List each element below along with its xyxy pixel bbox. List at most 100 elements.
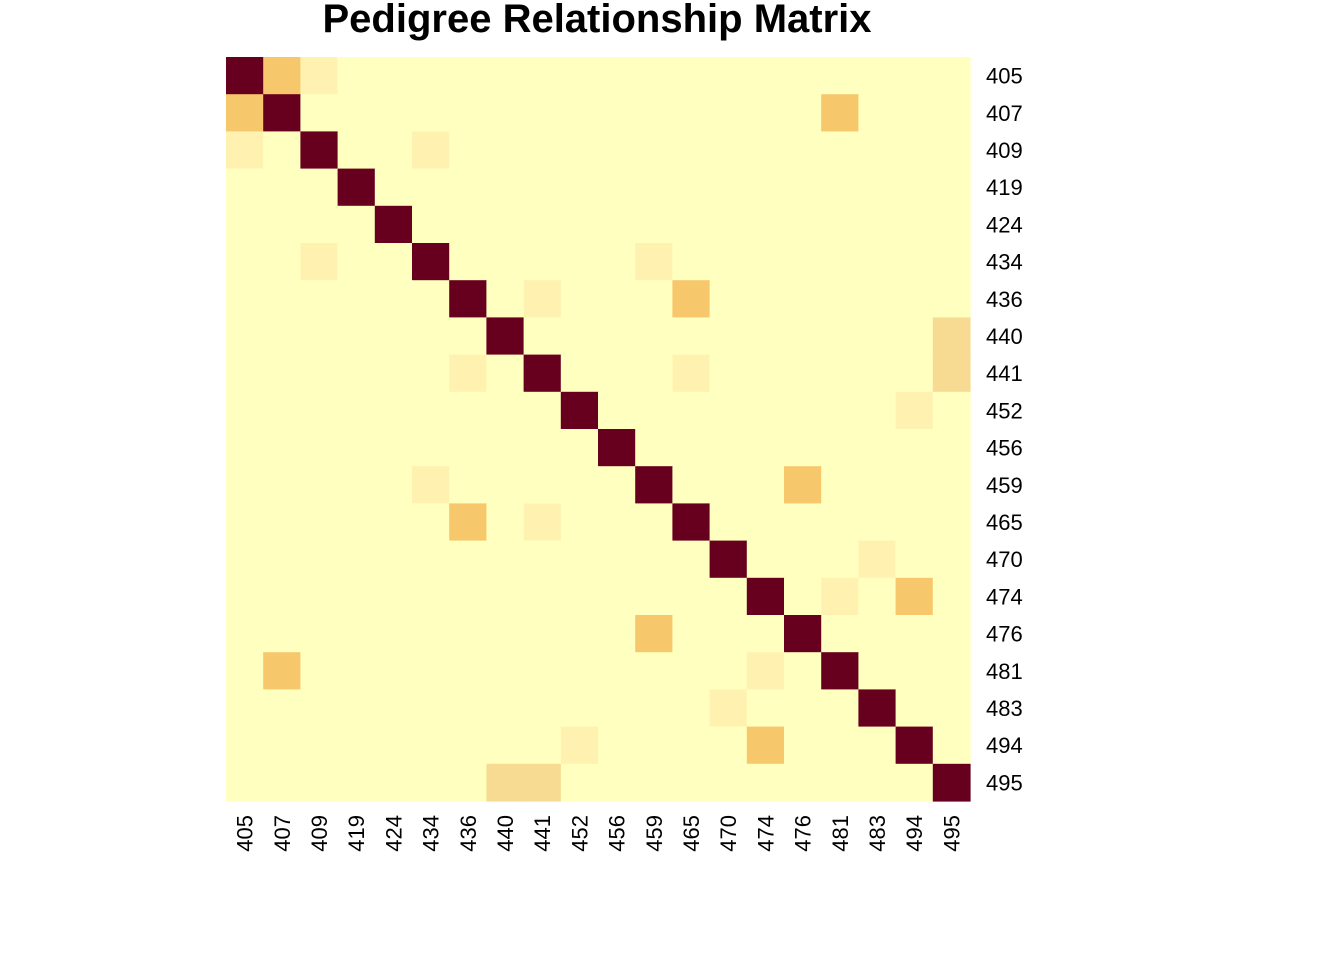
heatmap-cell-494-419 <box>337 726 376 765</box>
heatmap-cell-481-407 <box>263 652 301 690</box>
heatmap-cell-495-474 <box>746 763 785 802</box>
heatmap-cell-440-405 <box>226 317 264 356</box>
heatmap-cell-441-476 <box>784 354 822 393</box>
heatmap-cell-476-436 <box>449 615 487 653</box>
heatmap-cell-494-481 <box>821 726 859 765</box>
heatmap-cell-481-459 <box>635 652 673 690</box>
heatmap-cell-452-436 <box>449 391 487 430</box>
heatmap-cell-405-474 <box>746 57 785 95</box>
heatmap-cell-456-476 <box>784 429 822 467</box>
heatmap-cell-441-456 <box>598 354 636 393</box>
heatmap-cell-483-483 <box>858 689 897 728</box>
heatmap-cell-436-470 <box>709 280 748 318</box>
heatmap-cell-407-419 <box>337 94 376 132</box>
heatmap-cell-483-476 <box>784 689 822 728</box>
heatmap-cell-409-407 <box>263 131 301 170</box>
heatmap-cell-474-494 <box>895 577 934 616</box>
heatmap-cell-494-495 <box>932 726 971 765</box>
heatmap-cell-436-405 <box>226 280 264 318</box>
column-label-456: 456 <box>605 815 630 852</box>
column-label-476: 476 <box>791 815 816 852</box>
heatmap-cell-476-434 <box>412 615 450 653</box>
heatmap-cell-459-405 <box>226 466 264 504</box>
heatmap-cell-419-474 <box>746 168 785 207</box>
heatmap-cell-440-419 <box>337 317 376 356</box>
heatmap-cell-483-474 <box>746 689 785 728</box>
heatmap-cell-441-470 <box>709 354 748 393</box>
heatmap-cell-495-441 <box>523 763 562 802</box>
heatmap-cell-476-494 <box>895 615 934 653</box>
heatmap-cell-419-434 <box>412 168 450 207</box>
heatmap-cell-440-434 <box>412 317 450 356</box>
heatmap-cell-456-494 <box>895 429 934 467</box>
row-label-495: 495 <box>986 770 1023 795</box>
heatmap-cell-409-465 <box>672 131 711 170</box>
row-label-470: 470 <box>986 547 1023 572</box>
column-label-436: 436 <box>456 815 481 852</box>
heatmap-cell-459-452 <box>560 466 599 504</box>
heatmap-cell-407-452 <box>560 94 599 132</box>
heatmap-cell-476-474 <box>746 615 785 653</box>
heatmap-cell-474-424 <box>374 577 413 616</box>
heatmap-cell-459-434 <box>412 466 450 504</box>
heatmap-cell-459-474 <box>746 466 785 504</box>
heatmap-cell-483-459 <box>635 689 673 728</box>
heatmap-cell-474-481 <box>821 577 859 616</box>
heatmap-cell-465-434 <box>412 503 450 542</box>
heatmap-cell-474-440 <box>486 577 525 616</box>
heatmap-cell-494-456 <box>598 726 636 765</box>
heatmap-cell-481-419 <box>337 652 376 690</box>
heatmap-cell-481-424 <box>374 652 413 690</box>
heatmap-cell-481-452 <box>560 652 599 690</box>
heatmap-cell-436-494 <box>895 280 934 318</box>
column-label-465: 465 <box>679 815 704 852</box>
heatmap-cell-440-495 <box>932 317 971 356</box>
heatmap-cell-407-440 <box>486 94 525 132</box>
heatmap-cell-452-409 <box>300 391 339 430</box>
row-label-409: 409 <box>986 138 1023 163</box>
heatmap-cell-419-436 <box>449 168 487 207</box>
heatmap-cell-419-465 <box>672 168 711 207</box>
heatmap-cell-436-483 <box>858 280 897 318</box>
heatmap-cell-434-494 <box>895 243 934 281</box>
heatmap-cell-434-441 <box>523 243 562 281</box>
heatmap-cell-483-456 <box>598 689 636 728</box>
column-label-483: 483 <box>865 815 890 852</box>
heatmap-cell-476-465 <box>672 615 711 653</box>
heatmap-cell-409-424 <box>374 131 413 170</box>
heatmap-cell-456-495 <box>932 429 971 467</box>
heatmap-cell-424-481 <box>821 205 859 244</box>
column-label-452: 452 <box>567 815 592 852</box>
heatmap-cell-405-434 <box>412 57 450 95</box>
heatmap-cell-436-452 <box>560 280 599 318</box>
row-label-434: 434 <box>986 250 1023 275</box>
heatmap-cell-419-440 <box>486 168 525 207</box>
heatmap-cell-474-495 <box>932 577 971 616</box>
heatmap-cell-459-424 <box>374 466 413 504</box>
heatmap-cell-409-483 <box>858 131 897 170</box>
heatmap-cell-476-459 <box>635 615 673 653</box>
heatmap-cell-405-481 <box>821 57 859 95</box>
row-label-441: 441 <box>986 361 1023 386</box>
column-label-481: 481 <box>828 815 853 852</box>
heatmap-cell-470-465 <box>672 540 711 579</box>
heatmap-cell-483-434 <box>412 689 450 728</box>
heatmap-cell-494-441 <box>523 726 562 765</box>
heatmap-cell-409-456 <box>598 131 636 170</box>
heatmap-cell-409-434 <box>412 131 450 170</box>
heatmap-cell-494-452 <box>560 726 599 765</box>
heatmap-cell-441-459 <box>635 354 673 393</box>
heatmap-cell-409-481 <box>821 131 859 170</box>
heatmap-cell-470-459 <box>635 540 673 579</box>
heatmap-cell-483-424 <box>374 689 413 728</box>
heatmap-cell-452-495 <box>932 391 971 430</box>
heatmap-cell-440-409 <box>300 317 339 356</box>
heatmap-cell-434-434 <box>412 243 450 281</box>
heatmap-cell-452-434 <box>412 391 450 430</box>
heatmap-cell-440-474 <box>746 317 785 356</box>
heatmap-cell-452-441 <box>523 391 562 430</box>
heatmap-cell-405-407 <box>263 57 301 95</box>
heatmap-cell-456-424 <box>374 429 413 467</box>
row-label-407: 407 <box>986 101 1023 126</box>
column-label-405: 405 <box>233 815 258 852</box>
